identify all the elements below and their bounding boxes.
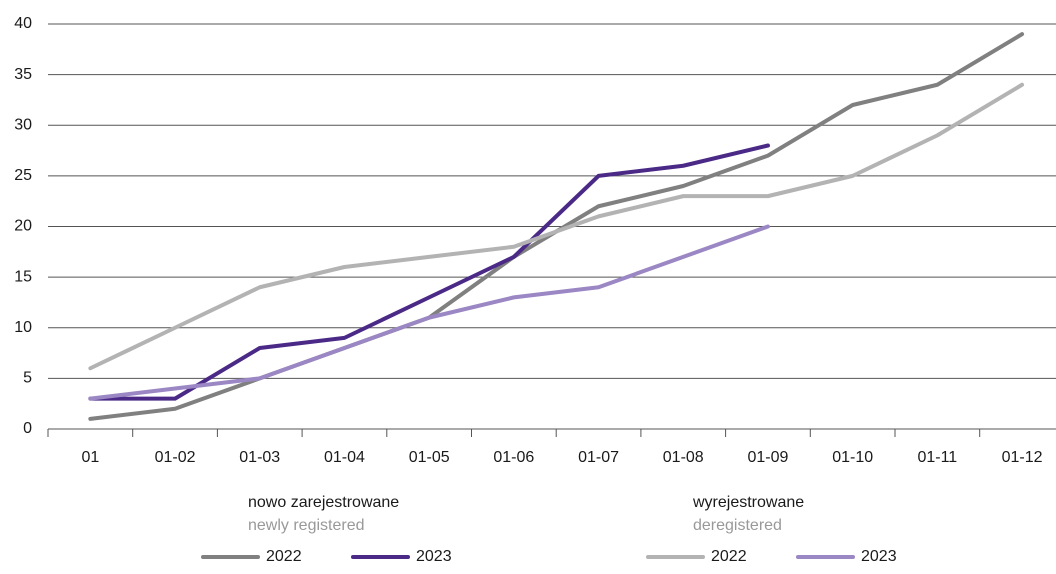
y-tick-label: 30 xyxy=(14,116,32,133)
y-tick-label: 20 xyxy=(14,218,32,235)
legend-group-title: nowo zarejestrowane xyxy=(248,494,399,511)
x-tick-label: 01-06 xyxy=(493,449,534,466)
legend-label: 2023 xyxy=(416,548,452,565)
y-tick-label: 15 xyxy=(14,268,32,285)
legend-group-subtitle: newly registered xyxy=(248,517,365,534)
legend-label: 2022 xyxy=(711,548,747,565)
x-tick-label: 01-12 xyxy=(1002,449,1043,466)
legend-label: 2022 xyxy=(266,548,302,565)
y-tick-label: 35 xyxy=(14,66,32,83)
legend-label: 2023 xyxy=(861,548,897,565)
x-tick-label: 01-10 xyxy=(832,449,873,466)
x-tick-label: 01-09 xyxy=(747,449,788,466)
x-tick-label: 01-11 xyxy=(917,449,957,466)
y-tick-label: 5 xyxy=(23,370,32,387)
y-tick-label: 40 xyxy=(14,15,32,32)
y-tick-label: 25 xyxy=(14,167,32,184)
series-line xyxy=(88,143,770,401)
y-tick-label: 10 xyxy=(14,319,32,336)
x-tick-label: 01-08 xyxy=(663,449,704,466)
legend-group-title: wyrejestrowane xyxy=(692,494,804,511)
x-tick-label: 01-03 xyxy=(239,449,280,466)
legend-group-subtitle: deregistered xyxy=(693,517,782,534)
x-tick-label: 01 xyxy=(81,449,99,466)
x-tick-label: 01-04 xyxy=(324,449,365,466)
series-line xyxy=(88,82,1025,371)
x-tick-label: 01-05 xyxy=(409,449,450,466)
x-tick-label: 01-07 xyxy=(578,449,619,466)
y-tick-label: 0 xyxy=(23,420,32,437)
x-tick-label: 01-02 xyxy=(155,449,196,466)
series-line xyxy=(88,224,770,401)
